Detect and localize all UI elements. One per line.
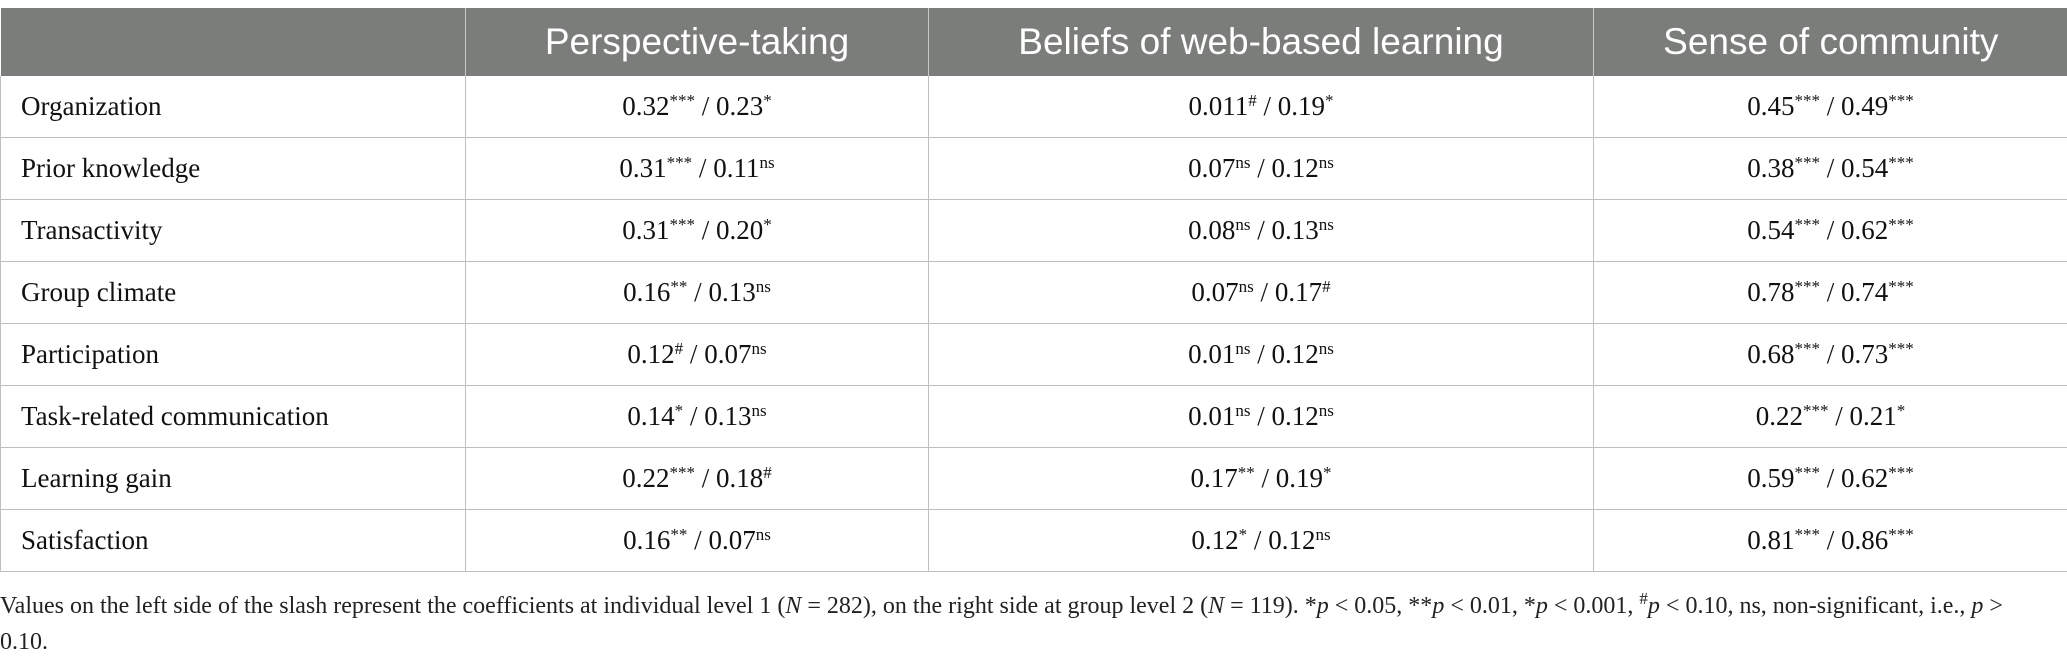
cell-beliefs-web-learning: 0.08ns / 0.13ns <box>928 199 1594 262</box>
cell-sense-of-community: 0.59*** / 0.62*** <box>1593 447 2067 510</box>
row-label: Group climate <box>0 261 466 324</box>
row-label: Learning gain <box>0 447 466 510</box>
table-row: Organization 0.32*** / 0.23* 0.011# / 0.… <box>0 76 2067 138</box>
cell-perspective-taking: 0.16** / 0.13ns <box>465 261 929 324</box>
cell-perspective-taking: 0.22*** / 0.18# <box>465 447 929 510</box>
cell-beliefs-web-learning: 0.01ns / 0.12ns <box>928 323 1594 386</box>
cell-beliefs-web-learning: 0.17** / 0.19* <box>928 447 1594 510</box>
cell-perspective-taking: 0.31*** / 0.20* <box>465 199 929 262</box>
cell-perspective-taking: 0.32*** / 0.23* <box>465 76 929 138</box>
cell-beliefs-web-learning: 0.07ns / 0.17# <box>928 261 1594 324</box>
header-row: Perspective-taking Beliefs of web-based … <box>0 8 2067 76</box>
row-label: Prior knowledge <box>0 137 466 200</box>
cell-sense-of-community: 0.68*** / 0.73*** <box>1593 323 2067 386</box>
cell-perspective-taking: 0.16** / 0.07ns <box>465 509 929 572</box>
row-label: Participation <box>0 323 466 386</box>
cell-sense-of-community: 0.38*** / 0.54*** <box>1593 137 2067 200</box>
cell-sense-of-community: 0.54*** / 0.62*** <box>1593 199 2067 262</box>
cell-beliefs-web-learning: 0.12* / 0.12ns <box>928 509 1594 572</box>
table-body: Organization 0.32*** / 0.23* 0.011# / 0.… <box>0 76 2067 572</box>
cell-perspective-taking: 0.31*** / 0.11ns <box>465 137 929 200</box>
header-sense-of-community: Sense of community <box>1593 8 2067 76</box>
cell-beliefs-web-learning: 0.07ns / 0.12ns <box>928 137 1594 200</box>
row-label: Satisfaction <box>0 509 466 572</box>
header-cell-empty <box>0 8 466 76</box>
cell-sense-of-community: 0.45*** / 0.49*** <box>1593 76 2067 138</box>
cell-perspective-taking: 0.14* / 0.13ns <box>465 385 929 448</box>
table-row: Satisfaction 0.16** / 0.07ns 0.12* / 0.1… <box>0 509 2067 572</box>
row-label: Task-related communication <box>0 385 466 448</box>
table-header: Perspective-taking Beliefs of web-based … <box>0 8 2067 76</box>
table-row: Task-related communication 0.14* / 0.13n… <box>0 385 2067 448</box>
table-row: Participation 0.12# / 0.07ns 0.01ns / 0.… <box>0 323 2067 386</box>
header-perspective-taking: Perspective-taking <box>465 8 929 76</box>
cell-sense-of-community: 0.78*** / 0.74*** <box>1593 261 2067 324</box>
cell-sense-of-community: 0.81*** / 0.86*** <box>1593 509 2067 572</box>
header-beliefs-web-learning: Beliefs of web-based learning <box>928 8 1594 76</box>
coefficients-table: Perspective-taking Beliefs of web-based … <box>0 8 2067 572</box>
table-row: Transactivity 0.31*** / 0.20* 0.08ns / 0… <box>0 199 2067 262</box>
cell-perspective-taking: 0.12# / 0.07ns <box>465 323 929 386</box>
cell-beliefs-web-learning: 0.011# / 0.19* <box>928 76 1594 138</box>
results-table-container: Perspective-taking Beliefs of web-based … <box>0 8 2067 572</box>
table-row: Prior knowledge 0.31*** / 0.11ns 0.07ns … <box>0 137 2067 200</box>
table-row: Group climate 0.16** / 0.13ns 0.07ns / 0… <box>0 261 2067 324</box>
table-row: Learning gain 0.22*** / 0.18# 0.17** / 0… <box>0 447 2067 510</box>
row-label: Organization <box>0 76 466 138</box>
cell-beliefs-web-learning: 0.01ns / 0.12ns <box>928 385 1594 448</box>
row-label: Transactivity <box>0 199 466 262</box>
table-footnote: Values on the left side of the slash rep… <box>0 589 2003 655</box>
cell-sense-of-community: 0.22*** / 0.21* <box>1593 385 2067 448</box>
